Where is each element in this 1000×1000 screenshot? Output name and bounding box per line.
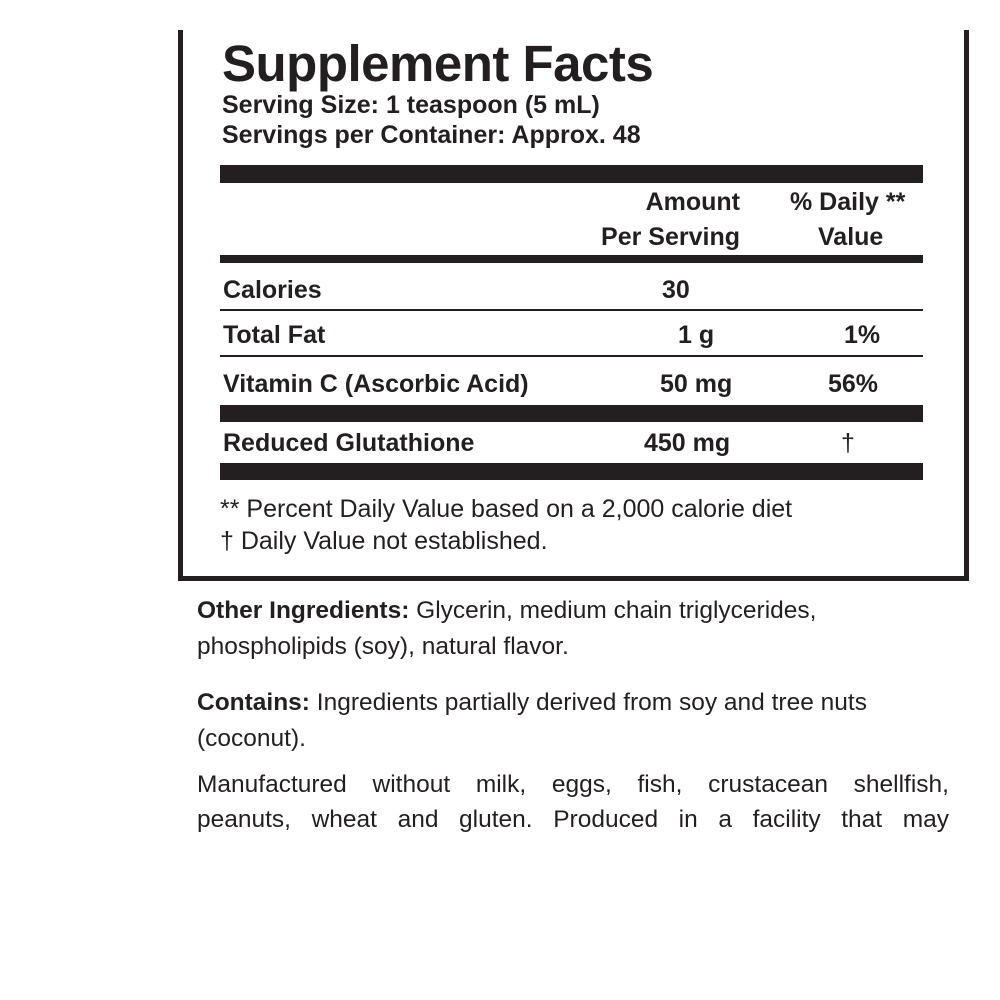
daily-value: 56% [828,370,879,398]
label-border [178,30,969,581]
daily-value: 1% [844,321,881,349]
nutrient-name: Total Fat [223,321,326,349]
serving-size: Serving Size: 1 teaspoon (5 mL) [222,91,600,119]
thick-rule [220,463,923,480]
thin-rule [220,309,923,311]
nutrient-amount: 50 mg [660,370,733,398]
nutrient-name: Reduced Glutathione [223,429,475,457]
nutrient-amount: 30 [662,276,690,304]
title: Supplement Facts [222,35,654,92]
text: Glycerin, medium chain triglycerides, ph… [197,597,817,660]
thin-rule [220,355,923,357]
column-header: Value [818,223,884,251]
medium-rule [220,255,923,263]
column-header: % Daily ** [790,188,906,216]
other-ingredients: Other Ingredients: Glycerin, medium chai… [197,593,949,665]
column-header: Amount [645,188,740,216]
daily-value: † [841,429,855,457]
nutrient-name: Calories [223,276,322,304]
thick-rule [220,405,923,422]
footnote: ** Percent Daily Value based on a 2,000 … [220,495,793,523]
servings-per-container: Servings per Container: Approx. 48 [222,121,641,149]
footnote: † Daily Value not established. [220,527,548,555]
label: Other Ingredients: [197,597,410,624]
manufactured-line: peanuts, wheat and gluten. Produced in a… [197,806,949,833]
text: Ingredients partially derived from soy a… [197,689,867,752]
nutrient-amount: 1 g [678,321,715,349]
label: Contains: [197,689,310,716]
nutrient-name: Vitamin C (Ascorbic Acid) [223,370,529,398]
manufactured-line: Manufactured without milk, eggs, fish, c… [197,771,949,798]
contains: Contains: Ingredients partially derived … [197,685,949,757]
column-header: Per Serving [601,223,740,251]
nutrient-amount: 450 mg [644,429,731,457]
thick-rule [220,165,923,183]
